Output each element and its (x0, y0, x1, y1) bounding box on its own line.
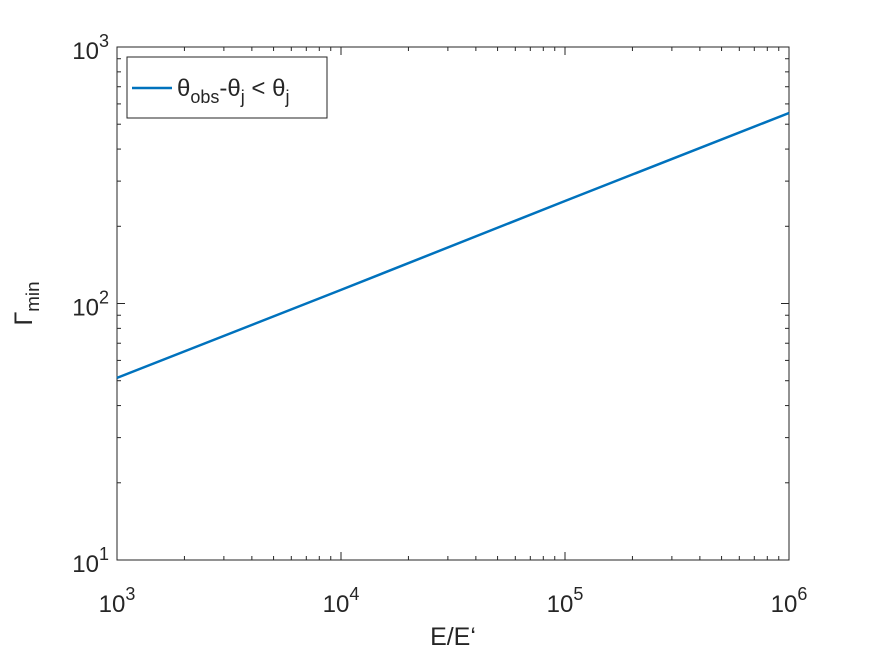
data-line (116, 111, 790, 380)
y-axis-label: Γmin (10, 282, 43, 326)
x-tick-label: 106 (771, 584, 808, 618)
plot-frame (116, 46, 790, 561)
x-tick-label: 105 (547, 584, 584, 618)
x-axis-label: E/E‘ (430, 623, 476, 651)
y-tick-label: 103 (72, 31, 109, 65)
x-tick-label: 104 (323, 584, 360, 618)
y-tick-label: 102 (72, 288, 109, 322)
y-tick-label: 101 (72, 544, 109, 578)
legend-label: θobs-θj < θj (177, 75, 289, 107)
x-tick-label: 103 (99, 584, 136, 618)
